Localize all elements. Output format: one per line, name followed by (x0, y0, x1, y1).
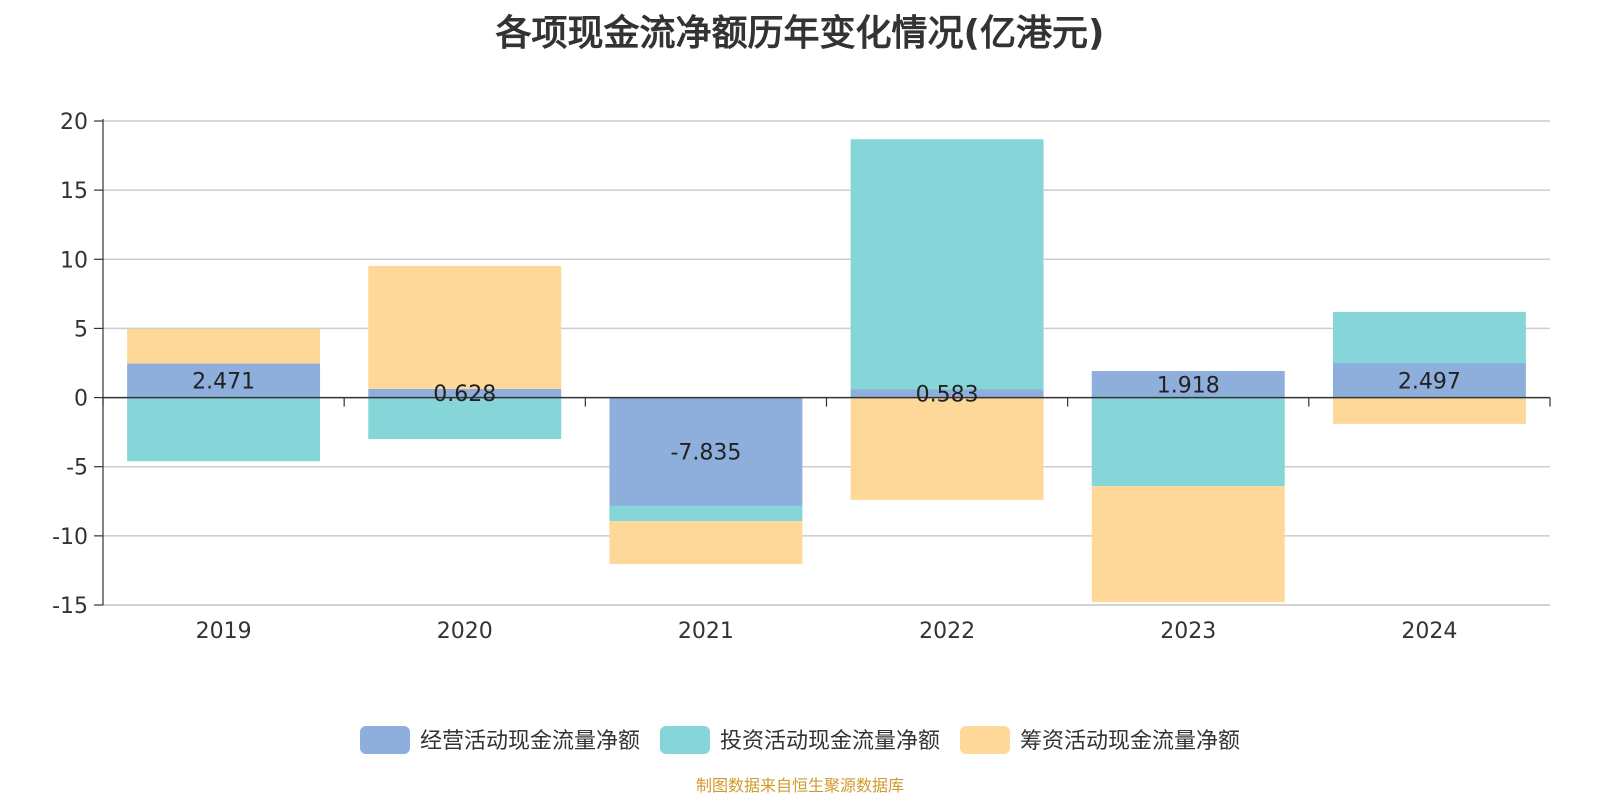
bar-2024-series-3 (1332, 397, 1526, 424)
y-tick-label: 5 (74, 317, 88, 342)
data-label: 1.918 (1157, 373, 1220, 398)
bar-2022-series-1 (850, 389, 1044, 398)
grid-lines (103, 120, 1550, 606)
axes: 20 15 10 5 0 -5 -10 -15 2019 2020 2021 2022 2023 2024 (52, 110, 1551, 644)
bars (127, 139, 1526, 603)
bar-2021-series-3 (609, 521, 803, 564)
data-label: 0.628 (433, 382, 496, 407)
x-tick-label: 2021 (678, 619, 734, 644)
y-tick-label: -10 (52, 525, 88, 550)
y-tick-label: 0 (74, 387, 88, 412)
y-tick-label: 10 (60, 248, 88, 273)
bar-2020-series-1 (368, 388, 562, 398)
y-tick-label: -5 (66, 456, 88, 481)
x-tick-label: 2024 (1401, 619, 1457, 644)
data-label: 2.497 (1398, 369, 1461, 394)
bar-2020-series-3 (368, 265, 562, 389)
bar-2021-series-1 (609, 397, 803, 506)
bar-2024-series-1 (1332, 363, 1526, 398)
legend-swatch (360, 726, 410, 754)
legend-swatch (660, 726, 710, 754)
bar-2019-series-2 (127, 397, 321, 462)
x-tick-label: 2020 (437, 619, 493, 644)
bar-2023-series-1 (1091, 371, 1285, 398)
legend-label: 投资活动现金流量净额 (720, 729, 940, 754)
legend-label: 筹资活动现金流量净额 (1020, 729, 1240, 754)
y-tick-label: 15 (60, 179, 88, 204)
data-label: 2.471 (192, 369, 255, 394)
bar-2019-series-3 (127, 328, 321, 364)
bar-2019-series-1 (127, 363, 321, 398)
bar-2024-series-2 (1332, 311, 1526, 364)
bar-2022-series-2 (850, 139, 1044, 390)
legend-label: 经营活动现金流量净额 (420, 729, 640, 754)
bar-2020-series-2 (368, 397, 562, 440)
legend-swatch (960, 726, 1010, 754)
data-labels: 2.471 0.628 -7.835 0.583 1.918 2.497 (192, 369, 1461, 465)
bar-2023-series-3 (1091, 486, 1285, 603)
bar-2021-series-2 (609, 505, 803, 522)
data-label: 0.583 (916, 383, 979, 408)
chart-title: 各项现金流净额历年变化情况(亿港元) (495, 13, 1105, 54)
bar-2022-series-3 (850, 397, 1044, 500)
legend: 经营活动现金流量净额 投资活动现金流量净额 筹资活动现金流量净额 (360, 726, 1240, 754)
x-tick-label: 2022 (919, 619, 975, 644)
y-tick-label: 20 (60, 110, 88, 135)
y-tick-label: -15 (52, 594, 88, 619)
x-tick-label: 2019 (196, 619, 252, 644)
source-note: 制图数据来自恒生聚源数据库 (695, 776, 904, 795)
data-label: -7.835 (670, 441, 741, 466)
x-tick-label: 2023 (1160, 619, 1216, 644)
bar-2023-series-2 (1091, 397, 1285, 487)
